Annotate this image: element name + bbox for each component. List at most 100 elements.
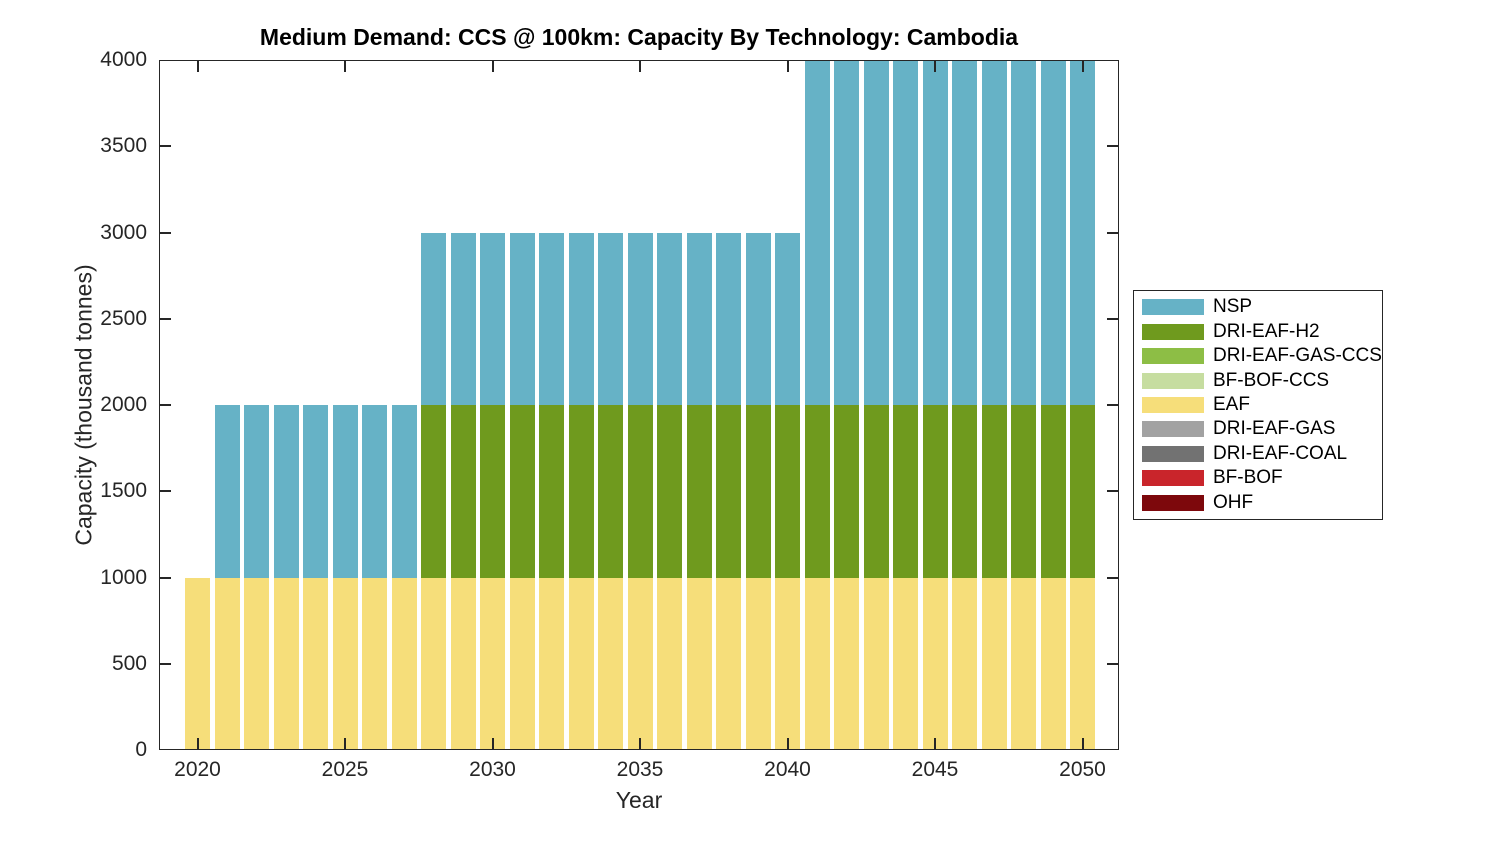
bar-segment-eaf [952,577,977,750]
x-tick-label: 2045 [911,758,959,781]
bar-segment-eaf [273,577,299,750]
legend-swatch-icon [1142,323,1204,340]
bar-2043 [863,60,889,750]
bar-segment-dri-eaf-h2 [598,405,623,578]
bar-2042 [834,60,859,750]
bar-segment-nsp [1070,60,1095,405]
bar-2029 [450,232,476,750]
bar-2030 [480,232,505,750]
bar-segment-dri-eaf-h2 [1040,405,1066,578]
bar-segment-eaf [332,577,358,750]
x-tick-label: 2035 [616,758,664,781]
bar-segment-eaf [745,577,771,750]
bar-segment-dri-eaf-h2 [627,405,653,578]
bar-segment-nsp [716,232,741,405]
bar-2048 [1011,60,1036,750]
bar-segment-nsp [922,60,948,405]
bar-segment-eaf [303,577,328,750]
legend-item-bf-bof: BF-BOF [1142,466,1382,490]
bar-2021 [214,405,240,750]
bar-segment-eaf [214,577,240,750]
bar-segment-dri-eaf-h2 [509,405,535,578]
bar-segment-nsp [981,60,1007,405]
bar-2034 [598,232,623,750]
bar-segment-dri-eaf-h2 [716,405,741,578]
y-tick-label: 1500 [100,479,147,503]
bar-segment-nsp [244,405,269,578]
bar-segment-dri-eaf-h2 [657,405,682,578]
legend: NSP DRI-EAF-H2 DRI-EAF-GAS-CCS BF-BOF-CCS EA… [1133,290,1383,520]
bar-segment-eaf [421,577,446,750]
bar-segment-eaf [568,577,594,750]
bar-segment-nsp [303,405,328,578]
bar-2033 [568,232,594,750]
bar-segment-dri-eaf-h2 [804,405,830,578]
bar-2041 [804,60,830,750]
legend-label: BF-BOF-CCS [1213,369,1330,391]
bar-segment-nsp [657,232,682,405]
bar-segment-dri-eaf-h2 [1070,405,1095,578]
x-tick-label: 2030 [469,758,516,781]
bar-2027 [391,405,417,750]
bar-segment-eaf [185,577,210,750]
bar-segment-nsp [686,232,712,405]
bar-segment-dri-eaf-h2 [952,405,977,578]
bar-2028 [421,232,446,750]
bar-segment-dri-eaf-h2 [450,405,476,578]
bar-2047 [981,60,1007,750]
y-tick-label: 500 [111,651,147,675]
bar-segment-nsp [391,405,417,578]
bar-segment-eaf [598,577,623,750]
bar-segment-dri-eaf-h2 [893,405,918,578]
bar-segment-nsp [952,60,977,405]
bar-segment-nsp [863,60,889,405]
bar-2045 [922,60,948,750]
bar-2049 [1040,60,1066,750]
legend-item-eaf: EAF [1142,393,1382,417]
legend-item-dri-eaf-coal: DRI-EAF-COAL [1142,442,1382,466]
bar-segment-nsp [362,405,387,578]
bar-segment-eaf [391,577,417,750]
x-tick-label: 2020 [174,758,221,781]
bar-2031 [509,232,535,750]
bar-segment-eaf [627,577,653,750]
bar-2024 [303,405,328,750]
legend-label: OHF [1213,491,1254,513]
bar-segment-eaf [509,577,535,750]
plot-area [159,60,1119,750]
legend-swatch-icon [1142,470,1204,487]
y-tick-label: 2000 [100,393,147,416]
bar-segment-dri-eaf-h2 [922,405,948,578]
legend-swatch-icon [1142,396,1204,413]
legend-swatch-icon [1142,372,1204,389]
bar-segment-nsp [598,232,623,405]
legend-label: DRI-EAF-GAS-CCS [1213,345,1382,367]
x-tick-label: 2025 [321,758,369,781]
bar-segment-eaf [775,577,800,750]
legend-item-dri-eaf-gas: DRI-EAF-GAS [1142,417,1382,441]
legend-item-bf-bof-ccs: BF-BOF-CCS [1142,368,1382,392]
bar-segment-eaf [686,577,712,750]
bar-segment-nsp [893,60,918,405]
bar-segment-nsp [834,60,859,405]
bar-segment-dri-eaf-h2 [863,405,889,578]
y-tick-label: 4000 [100,48,147,71]
bar-segment-eaf [480,577,505,750]
bar-segment-eaf [716,577,741,750]
bar-2020 [185,577,210,750]
bar-2026 [362,405,387,750]
y-tick-label: 2500 [100,306,147,330]
bar-segment-eaf [539,577,564,750]
bar-segment-eaf [893,577,918,750]
bar-2036 [657,232,682,750]
bar-segment-nsp [509,232,535,405]
bars-layer [159,60,1119,750]
legend-label: DRI-EAF-H2 [1213,320,1320,342]
bar-segment-dri-eaf-h2 [568,405,594,578]
bar-2050 [1070,60,1095,750]
bar-segment-dri-eaf-h2 [745,405,771,578]
bar-segment-nsp [775,232,800,405]
bar-2039 [745,232,771,750]
y-tick-label: 3500 [100,134,147,158]
